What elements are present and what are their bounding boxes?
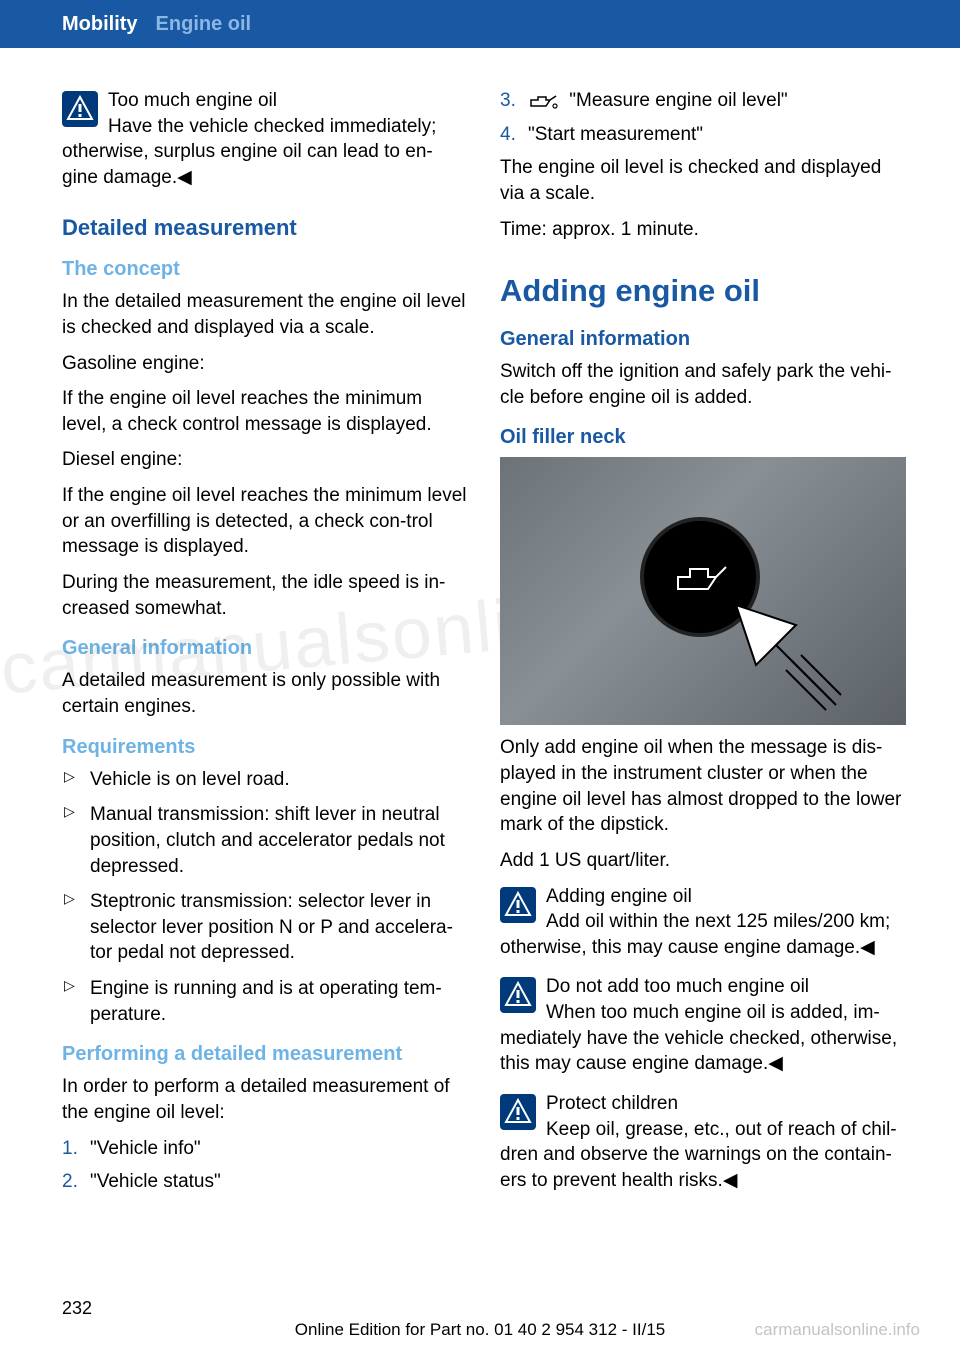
list-item: Manual transmission: shift lever in neut… <box>62 802 468 879</box>
warning-icon <box>62 91 98 127</box>
concept-p3: If the engine oil level reaches the mini… <box>62 386 468 437</box>
heading-general-info-left: General information <box>62 635 468 662</box>
heading-performing: Performing a detailed measurement <box>62 1041 468 1068</box>
warning-body: Keep oil, grease, etc., out of reach of … <box>500 1119 897 1191</box>
warning-body: Add oil within the next 125 miles/200 km… <box>500 911 890 958</box>
filler-p1: Only add engine oil when the message is … <box>500 735 906 838</box>
content: Too much engine oil Have the vehicle che… <box>0 48 960 1208</box>
warning-icon <box>500 977 536 1013</box>
footer-brand: carmanualsonline.info <box>755 1319 920 1342</box>
geninfo-p1: A detailed measurement is only possible … <box>62 668 468 719</box>
warning-icon <box>500 1094 536 1130</box>
warning-body: When too much engine oil is added, im‐me… <box>500 1002 897 1074</box>
heading-filler-neck: Oil filler neck <box>500 424 906 451</box>
heading-general-info-right: General information <box>500 326 906 353</box>
heading-detailed-measurement: Detailed measurement <box>62 213 468 243</box>
left-column: Too much engine oil Have the vehicle che… <box>62 88 468 1208</box>
heading-requirements: Requirements <box>62 734 468 761</box>
warning-title: Too much engine oil <box>108 90 277 111</box>
heading-adding-oil: Adding engine oil <box>500 270 906 312</box>
list-item: Engine is running and is at operating te… <box>62 976 468 1027</box>
warning-icon <box>500 887 536 923</box>
geninfo-right-p1: Switch off the ignition and safely park … <box>500 359 906 410</box>
list-item: 4."Start measurement" <box>500 122 906 148</box>
warning-title: Protect children <box>546 1093 678 1114</box>
oil-can-icon <box>528 92 558 110</box>
page-header: Mobility Engine oil <box>0 0 960 48</box>
arrow-icon <box>726 605 846 715</box>
list-item: 2."Vehicle status" <box>62 1169 468 1195</box>
warning-too-much: Do not add too much engine oil When too … <box>500 974 906 1077</box>
steps-list-left: 1."Vehicle info" 2."Vehicle status" <box>62 1136 468 1195</box>
heading-concept: The concept <box>62 256 468 283</box>
warning-title: Adding engine oil <box>546 886 692 907</box>
list-item: Steptronic transmission: selector lever … <box>62 889 468 966</box>
concept-p1: In the detailed measurement the engine o… <box>62 289 468 340</box>
list-item: Vehicle is on level road. <box>62 767 468 793</box>
requirements-list: Vehicle is on level road. Manual transmi… <box>62 767 468 1028</box>
page-number: 232 <box>62 1296 92 1320</box>
concept-p4: Diesel engine: <box>62 447 468 473</box>
right-column: 3. "Measure engine oil level" 4."Start m… <box>500 88 906 1208</box>
header-section: Mobility <box>62 11 138 38</box>
warning-adding-oil: Adding engine oil Add oil within the nex… <box>500 884 906 961</box>
performing-p1: In order to perform a detailed measureme… <box>62 1074 468 1125</box>
warning-too-much-oil: Too much engine oil Have the vehicle che… <box>62 88 468 191</box>
after-steps-p1: The engine oil level is checked and disp… <box>500 155 906 206</box>
steps-list-right: 3. "Measure engine oil level" 4."Start m… <box>500 88 906 147</box>
list-item: 3. "Measure engine oil level" <box>500 88 906 114</box>
concept-p6: During the measurement, the idle speed i… <box>62 570 468 621</box>
warning-protect-children: Protect children Keep oil, grease, etc.,… <box>500 1091 906 1194</box>
warning-body: Have the vehicle checked immediately; ot… <box>62 116 436 188</box>
concept-p5: If the engine oil level reaches the mini… <box>62 483 468 560</box>
after-steps-p2: Time: approx. 1 minute. <box>500 217 906 243</box>
warning-title: Do not add too much engine oil <box>546 976 809 997</box>
filler-p2: Add 1 US quart/liter. <box>500 848 906 874</box>
header-subsection: Engine oil <box>156 11 252 38</box>
concept-p2: Gasoline engine: <box>62 351 468 377</box>
oil-filler-photo <box>500 457 906 725</box>
list-item: 1."Vehicle info" <box>62 1136 468 1162</box>
